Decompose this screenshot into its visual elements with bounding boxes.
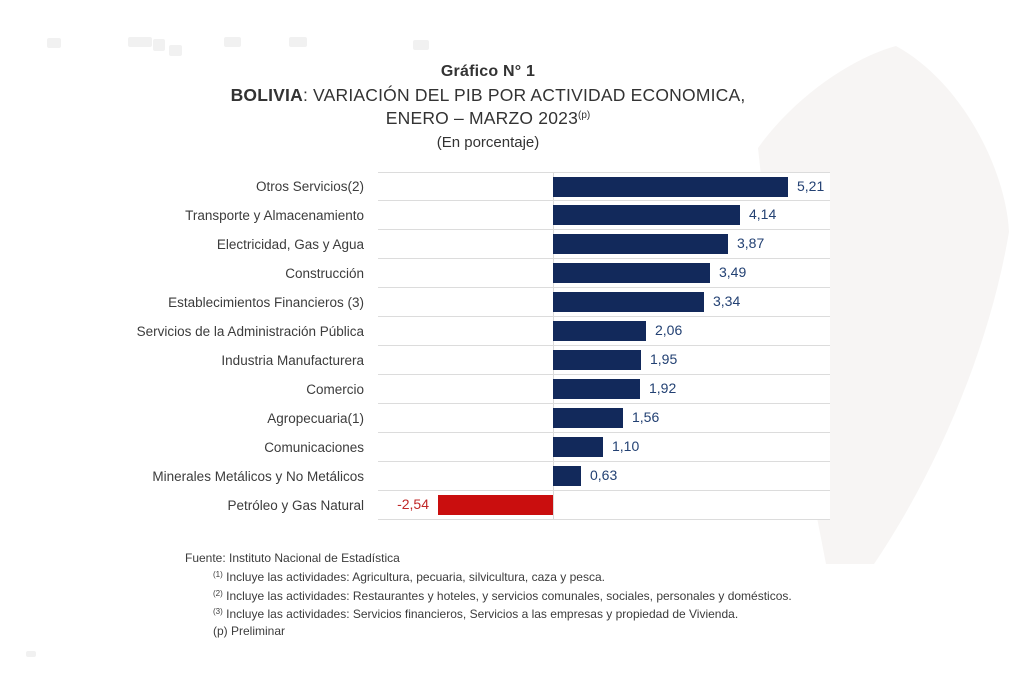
zero-axis-line [553,172,554,520]
value-label: 1,10 [612,438,640,454]
chart-row: Petróleo y Gas Natural -2,54 [0,491,830,520]
category-label: Establecimientos Financieros (3) [168,295,364,310]
plot-cell: 2,06 [378,317,830,346]
category-label: Transporte y Almacenamiento [185,208,364,223]
plot-cell: 3,87 [378,230,830,259]
bar-negative [438,495,553,515]
category-label: Petróleo y Gas Natural [227,498,364,513]
value-label: 5,21 [797,178,825,194]
category-label: Industria Manufacturera [221,353,364,368]
plot-cell: 3,34 [378,288,830,317]
chart-row: Establecimientos Financieros (3) 3,34 [0,288,830,317]
footnote-1-text: Incluye las actividades: Agricultura, pe… [226,570,605,584]
bar-chart: Otros Servicios(2) 5,21 Transporte y Almac… [0,172,830,520]
value-label: 0,63 [590,467,618,483]
scan-artifact [47,38,61,48]
footnote-preliminar-text: (p) Preliminar [213,623,286,638]
category-label: Construcción [285,266,364,281]
plot-cell: 1,10 [378,433,830,462]
chart-title-rest: : VARIACIÓN DEL PIB POR ACTIVIDAD ECONOM… [302,85,746,105]
bar-positive [553,205,740,225]
chart-period-superscript: (p) [578,110,591,121]
plot-cell: -2,54 [378,491,830,520]
chart-period-text: ENERO – MARZO 2023 [385,108,579,128]
footnote-3: (3) Incluye las actividades: Servicios f… [213,604,792,623]
chart-units-subtitle: (En porcentaje) [436,134,540,151]
value-label: 4,14 [749,206,777,222]
chart-title-country: BOLIVIA [230,85,303,105]
value-label: 1,56 [632,409,660,425]
bar-positive [553,379,640,399]
footnote-2-text: Incluye las actividades: Restaurantes y … [226,588,792,603]
footnote-1: (1) Incluye las actividades: Agricultura… [213,567,792,586]
chart-title-block: Gráfico N° 1 BOLIVIA: VARIACIÓN DEL PIB … [22,63,954,151]
plot-cell: 1,95 [378,346,830,375]
scan-artifact [289,37,307,47]
chart-row: Comunicaciones 1,10 [0,433,830,462]
plot-cell: 0,63 [378,462,830,491]
plot-cell: 3,49 [378,259,830,288]
category-label: Servicios de la Administración Pública [136,324,364,339]
category-label: Electricidad, Gas y Agua [216,237,364,252]
bar-positive [553,408,623,428]
scan-artifact [224,37,241,47]
scan-artifact [169,45,182,56]
source-line: Fuente: Instituto Nacional de Estadístic… [185,551,400,565]
chart-main-title: BOLIVIA: VARIACIÓN DEL PIB POR ACTIVIDAD… [22,85,954,106]
bar-positive [553,350,641,370]
category-label: Comunicaciones [264,440,364,455]
chart-number-title: Gráfico N° 1 [440,63,536,80]
bar-positive [553,177,788,197]
footnote-2: (2) Incluye las actividades: Restaurante… [213,586,792,605]
chart-row: Transporte y Almacenamiento 4,14 [0,201,830,230]
category-label: Agropecuaria(1) [267,411,364,426]
scan-artifact [413,40,429,50]
scan-artifact [153,39,165,51]
chart-row: Agropecuaria(1) 1,56 [0,404,830,433]
value-label: 1,92 [649,380,677,396]
bar-positive [553,263,710,283]
value-label: -2,54 [397,496,429,512]
plot-cell: 4,14 [378,201,830,230]
scan-artifact [128,37,152,47]
chart-period-title: ENERO – MARZO 2023(p) [22,108,954,129]
chart-row: Minerales Metálicos y No Metálicos 0,63 [0,462,830,491]
value-label: 2,06 [655,322,683,338]
value-label: 1,95 [650,351,678,367]
footnote-3-sup: (3) [213,607,223,616]
scan-artifact [26,651,36,657]
chart-row: Servicios de la Administración Pública 2,… [0,317,830,346]
value-label: 3,49 [719,264,747,280]
plot-background [378,172,830,520]
plot-cell: 1,92 [378,375,830,404]
value-label: 3,87 [737,235,765,251]
footnote-1-sup: (1) [213,570,223,579]
plot-cell: 1,56 [378,404,830,433]
category-label: Otros Servicios(2) [255,179,364,194]
chart-row: Industria Manufacturera 1,95 [0,346,830,375]
chart-rows: Otros Servicios(2) 5,21 Transporte y Almac… [0,172,830,520]
category-label: Comercio [306,382,364,397]
bar-positive [553,466,581,486]
plot-cell: 5,21 [378,172,830,201]
chart-row: Construcción 3,49 [0,259,830,288]
bar-positive [553,437,603,457]
footnotes: (1) Incluye las actividades: Agricultura… [213,567,792,639]
bar-positive [553,292,704,312]
value-label: 3,34 [713,293,741,309]
bar-positive [553,321,646,341]
chart-row: Electricidad, Gas y Agua 3,87 [0,230,830,259]
footnote-preliminar: (p) Preliminar [213,623,792,640]
bar-positive [553,234,728,254]
footnote-2-sup: (2) [213,588,223,598]
chart-row: Otros Servicios(2) 5,21 [0,172,830,201]
footnote-3-text: Incluye las actividades: Servicios finan… [226,607,739,621]
chart-row: Comercio 1,92 [0,375,830,404]
category-label: Minerales Metálicos y No Metálicos [152,469,364,484]
